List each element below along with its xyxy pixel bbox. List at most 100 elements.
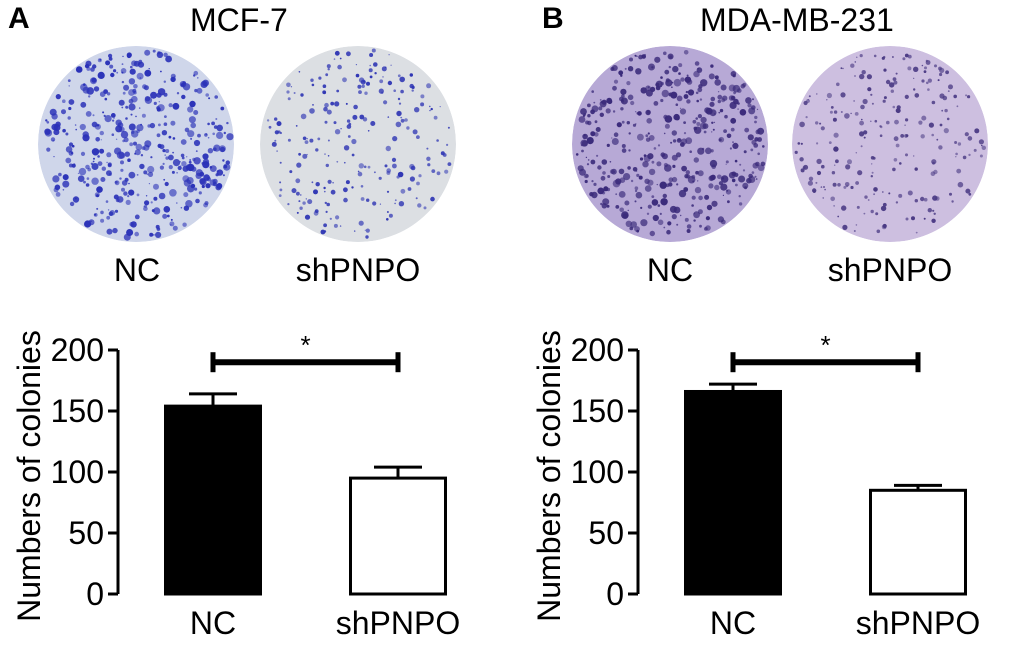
colony-dot: [373, 62, 378, 67]
colony-dot: [300, 93, 304, 97]
colony-dot: [84, 63, 90, 69]
colony-dot: [599, 99, 602, 101]
colony-dot: [220, 106, 225, 111]
colony-dot: [913, 77, 915, 79]
colony-dot: [305, 198, 307, 200]
colony-dot: [326, 64, 331, 69]
colony-dot: [163, 206, 171, 213]
colony-dot: [622, 213, 629, 219]
colony-dot: [155, 231, 162, 238]
colony-dot: [816, 142, 819, 145]
colony-dot: [133, 141, 137, 146]
colony-dot: [575, 153, 579, 156]
colony-dot: [65, 132, 69, 136]
colony-dot: [585, 174, 589, 178]
colony-dot: [335, 215, 340, 220]
colony-dot: [129, 68, 136, 75]
colony-dot: [382, 76, 384, 78]
colony-dot: [593, 101, 596, 104]
colony-dot: [646, 118, 652, 124]
colony-dot: [913, 88, 916, 91]
colony-dot: [689, 150, 692, 153]
colony-dot: [663, 132, 666, 135]
colony-dot: [668, 65, 671, 69]
colony-dot: [134, 214, 140, 220]
colony-dot: [685, 90, 689, 94]
colony-dot: [628, 132, 631, 135]
colony-dot: [930, 171, 936, 176]
colony-dot: [366, 198, 370, 202]
colony-dot: [362, 117, 368, 122]
colony-dot: [124, 151, 130, 157]
colony-dot: [358, 220, 364, 226]
colony-dot: [955, 152, 958, 156]
colony-dot: [334, 129, 341, 135]
colony-dot: [702, 123, 709, 129]
colony-dot: [357, 171, 363, 177]
colony-dot: [587, 103, 591, 108]
colony-dot: [892, 77, 897, 81]
colony-dot: [739, 163, 742, 166]
colony-dot: [176, 92, 180, 95]
colony-dot: [627, 166, 631, 170]
dish-a-nc: [38, 46, 234, 242]
colony-dot: [79, 123, 86, 131]
colony-dot: [355, 73, 360, 78]
colony-dot: [164, 181, 169, 187]
colony-dot: [65, 157, 72, 164]
colony-dot: [676, 183, 679, 186]
colony-dot: [333, 223, 338, 228]
colony-dot: [938, 145, 943, 150]
colony-dot: [327, 155, 330, 157]
colony-dot: [751, 139, 757, 145]
colony-dot: [924, 66, 927, 70]
colony-dot: [44, 128, 51, 135]
colony-dot: [717, 94, 723, 100]
colony-dot: [880, 205, 887, 212]
colony-dot: [717, 91, 720, 93]
colony-dot: [136, 124, 144, 132]
colony-dot: [150, 91, 158, 99]
colony-dot: [590, 131, 596, 137]
colony-dot: [296, 162, 302, 168]
colony-dot: [359, 114, 365, 120]
colony-dot: [156, 133, 161, 138]
colony-dot: [55, 94, 61, 100]
colony-dot: [732, 84, 741, 93]
colony-dot: [853, 230, 856, 232]
colony-dot: [648, 168, 656, 176]
colony-dot: [387, 80, 393, 86]
colony-dot: [105, 60, 111, 66]
colony-dot: [599, 100, 607, 108]
colony-dot: [757, 152, 760, 156]
colony-dot: [94, 192, 100, 198]
colony-dot: [756, 108, 759, 111]
colony-dot: [165, 55, 172, 63]
colony-dot: [278, 194, 282, 198]
colony-dot: [590, 159, 596, 165]
colony-dot: [126, 229, 134, 236]
colony-dot: [864, 195, 868, 199]
dish-svg: [260, 46, 456, 242]
colony-dot: [80, 151, 86, 156]
colony-dot: [165, 149, 170, 153]
y-tick-label: 200: [51, 332, 104, 368]
colony-dot: [181, 94, 186, 100]
colony-dot: [290, 86, 293, 88]
colony-dot: [657, 204, 661, 207]
colony-dot: [74, 197, 77, 200]
colony-dot: [728, 95, 735, 101]
colony-dot: [120, 168, 124, 172]
colony-dot: [630, 227, 632, 229]
colony-dot: [672, 139, 677, 143]
colony-dot: [854, 75, 856, 77]
colony-dot: [91, 177, 99, 185]
colony-dot: [166, 214, 170, 218]
colony-dot: [337, 64, 342, 70]
colony-dot: [951, 200, 954, 203]
colony-dot: [979, 154, 983, 158]
colony-dot: [754, 175, 757, 178]
colony-dot: [581, 149, 584, 153]
colony-dot: [391, 157, 397, 162]
colony-dot: [346, 119, 351, 123]
